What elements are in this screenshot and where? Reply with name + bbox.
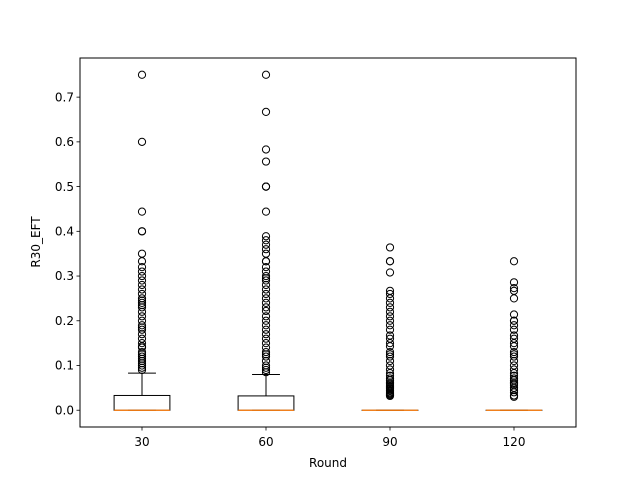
y-tick-label: 0.5 bbox=[55, 180, 74, 194]
x-axis-label: Round bbox=[309, 456, 347, 470]
y-tick-label: 0.0 bbox=[55, 403, 74, 417]
y-tick-label: 0.7 bbox=[55, 90, 74, 104]
x-tick-label: 30 bbox=[134, 435, 149, 449]
x-tick-label: 60 bbox=[258, 435, 273, 449]
y-axis-label: R30_EFT bbox=[29, 216, 43, 268]
y-tick-label: 0.3 bbox=[55, 269, 74, 283]
x-tick-label: 90 bbox=[382, 435, 397, 449]
y-tick-label: 0.4 bbox=[55, 225, 74, 239]
y-tick-label: 0.1 bbox=[55, 359, 74, 373]
x-tick-label: 120 bbox=[503, 435, 526, 449]
y-tick-label: 0.6 bbox=[55, 135, 74, 149]
y-tick-label: 0.2 bbox=[55, 314, 74, 328]
